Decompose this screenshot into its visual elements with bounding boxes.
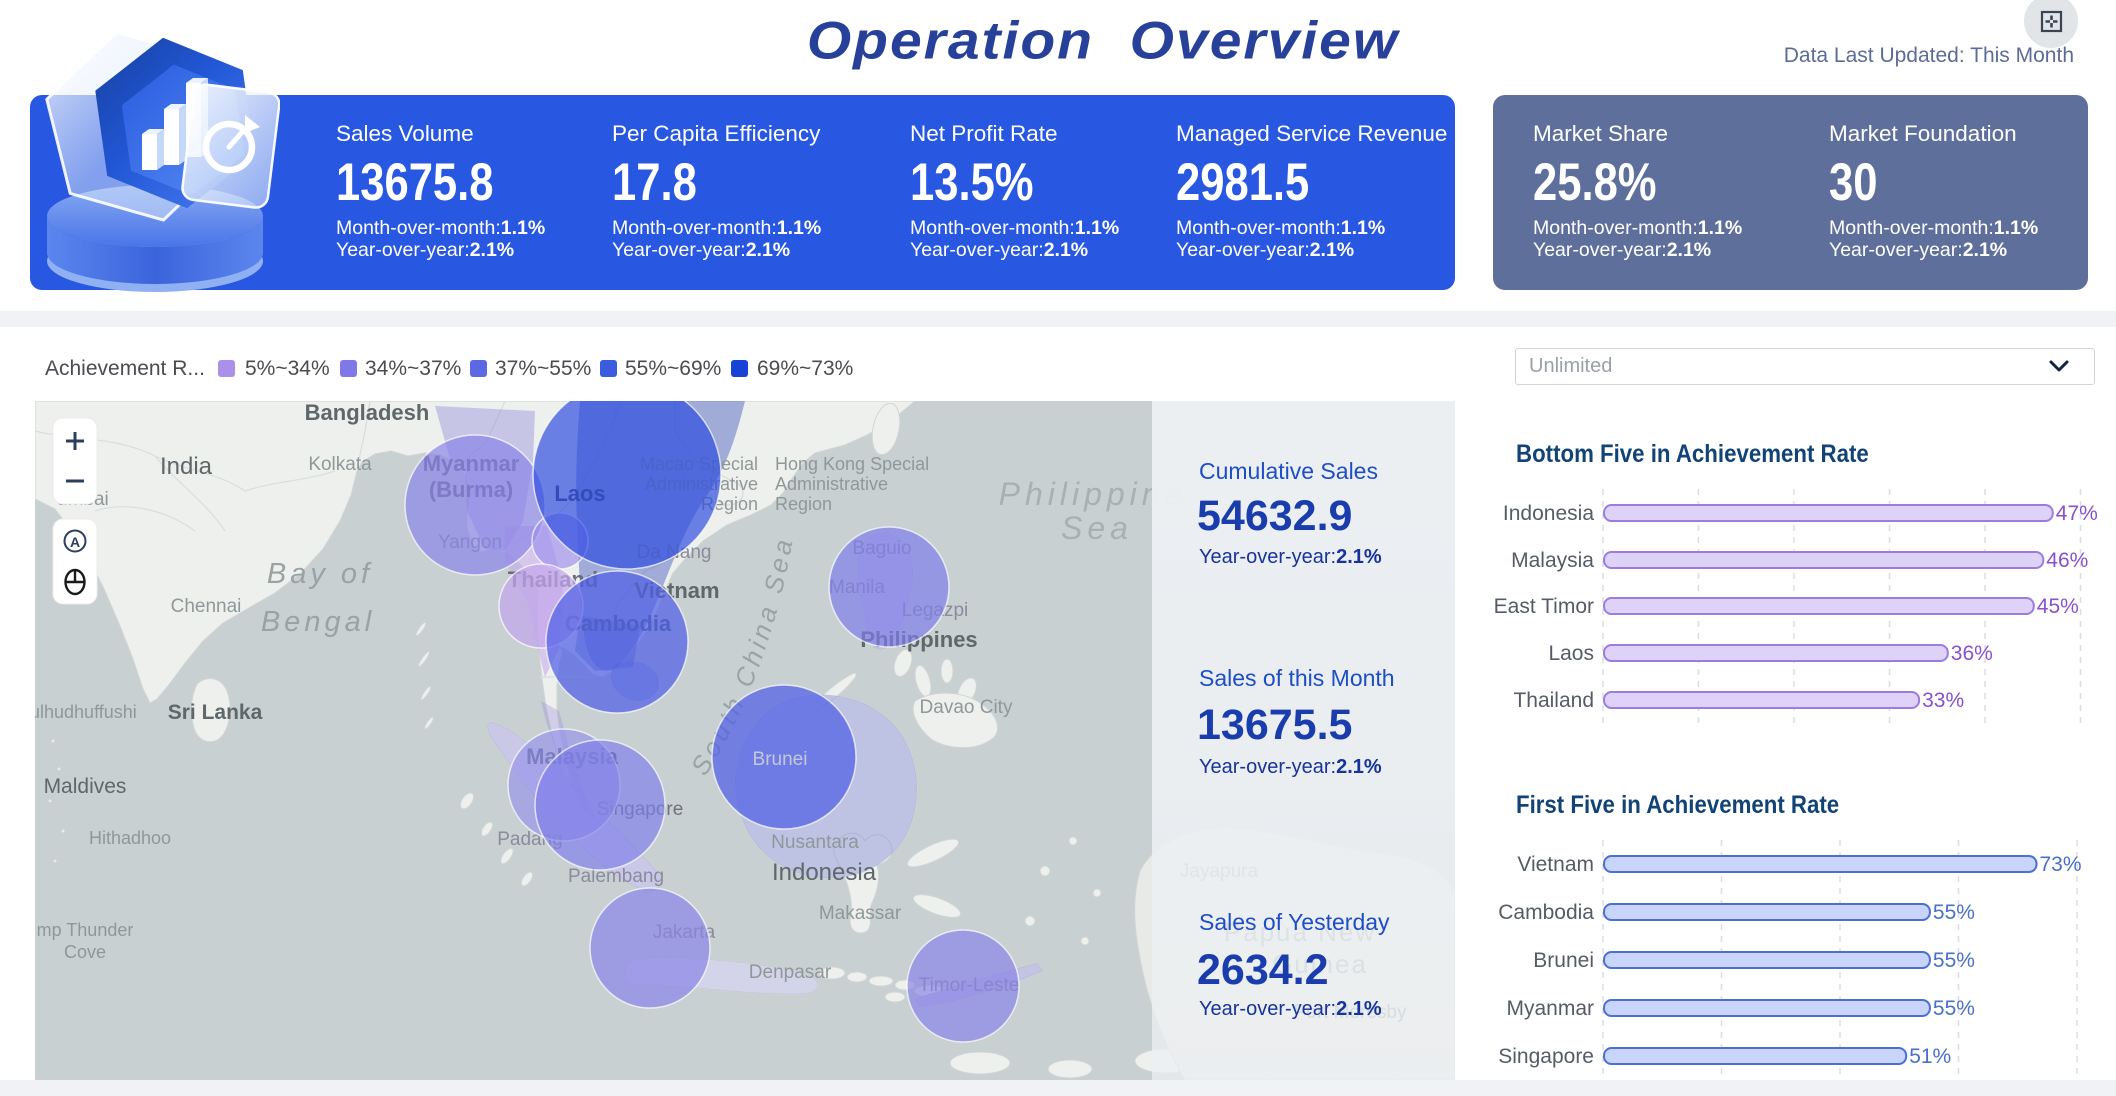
- svg-text:Indonesia: Indonesia: [772, 859, 877, 886]
- svg-text:Bay of: Bay of: [267, 558, 373, 590]
- svg-text:mp Thunder: mp Thunder: [37, 920, 134, 940]
- svg-text:45%: 45%: [2037, 595, 2079, 618]
- svg-text:Maldives: Maldives: [44, 775, 127, 798]
- svg-text:Malaysia: Malaysia: [1511, 549, 1594, 572]
- svg-text:Hithadhoo: Hithadhoo: [89, 828, 171, 848]
- svg-text:51%: 51%: [1909, 1045, 1951, 1068]
- svg-text:Thailand: Thailand: [1513, 689, 1594, 712]
- svg-text:55%: 55%: [1933, 901, 1975, 924]
- svg-text:Bangladesh: Bangladesh: [305, 401, 430, 425]
- svg-text:Makassar: Makassar: [819, 903, 902, 924]
- svg-text:Kolkata: Kolkata: [308, 454, 372, 475]
- svg-text:Chennai: Chennai: [171, 596, 242, 617]
- svg-text:Vietnam: Vietnam: [1517, 853, 1594, 876]
- svg-text:India: India: [160, 453, 213, 480]
- svg-text:33%: 33%: [1922, 689, 1964, 712]
- svg-text:Brunei: Brunei: [753, 749, 808, 770]
- svg-text:ulhudhuffushi: ulhudhuffushi: [35, 702, 137, 722]
- svg-text:Bengal: Bengal: [261, 606, 375, 638]
- svg-text:55%: 55%: [1933, 997, 1975, 1020]
- svg-text:Brunei: Brunei: [1533, 949, 1594, 972]
- svg-text:Cove: Cove: [64, 942, 106, 962]
- svg-text:73%: 73%: [2040, 853, 2082, 876]
- svg-text:Region: Region: [775, 494, 832, 514]
- svg-text:Nusantara: Nusantara: [771, 832, 859, 853]
- svg-text:36%: 36%: [1951, 642, 1993, 665]
- svg-text:A: A: [70, 534, 80, 550]
- svg-text:Administrative: Administrative: [775, 474, 888, 494]
- svg-text:Singapore: Singapore: [1498, 1045, 1594, 1068]
- svg-text:46%: 46%: [2046, 549, 2088, 572]
- svg-text:Cambodia: Cambodia: [1498, 901, 1594, 924]
- svg-text:Hong Kong Special: Hong Kong Special: [775, 454, 929, 474]
- svg-text:47%: 47%: [2056, 502, 2098, 525]
- svg-text:Palembang: Palembang: [568, 866, 664, 887]
- svg-text:Sea: Sea: [1061, 510, 1133, 546]
- svg-text:Myanmar: Myanmar: [1506, 997, 1594, 1020]
- svg-text:Denpasar: Denpasar: [749, 962, 832, 983]
- svg-text:55%: 55%: [1933, 949, 1975, 972]
- svg-text:Philippine: Philippine: [999, 476, 1188, 512]
- svg-text:Laos: Laos: [1548, 642, 1594, 665]
- svg-text:East Timor: East Timor: [1494, 595, 1594, 618]
- svg-text:Indonesia: Indonesia: [1503, 502, 1594, 525]
- svg-text:Sri Lanka: Sri Lanka: [168, 701, 263, 724]
- svg-text:Davao City: Davao City: [920, 697, 1013, 718]
